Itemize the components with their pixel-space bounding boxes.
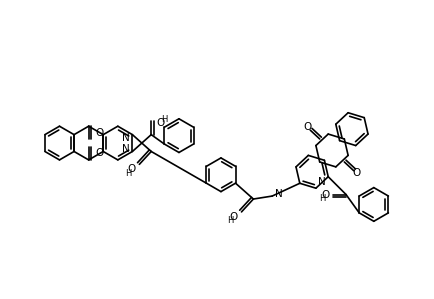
Text: O: O: [156, 118, 164, 128]
Text: H: H: [161, 115, 168, 124]
Text: H: H: [319, 194, 325, 203]
Text: O: O: [95, 148, 104, 158]
Text: N: N: [275, 189, 283, 199]
Text: H: H: [125, 169, 132, 178]
Text: N: N: [122, 144, 129, 153]
Text: N: N: [319, 177, 326, 187]
Text: O: O: [321, 190, 329, 199]
Text: O: O: [229, 212, 237, 222]
Text: O: O: [303, 123, 312, 132]
Text: H: H: [227, 216, 233, 225]
Text: O: O: [127, 164, 135, 174]
Text: O: O: [95, 128, 104, 138]
Text: O: O: [352, 168, 361, 179]
Text: N: N: [122, 133, 129, 143]
